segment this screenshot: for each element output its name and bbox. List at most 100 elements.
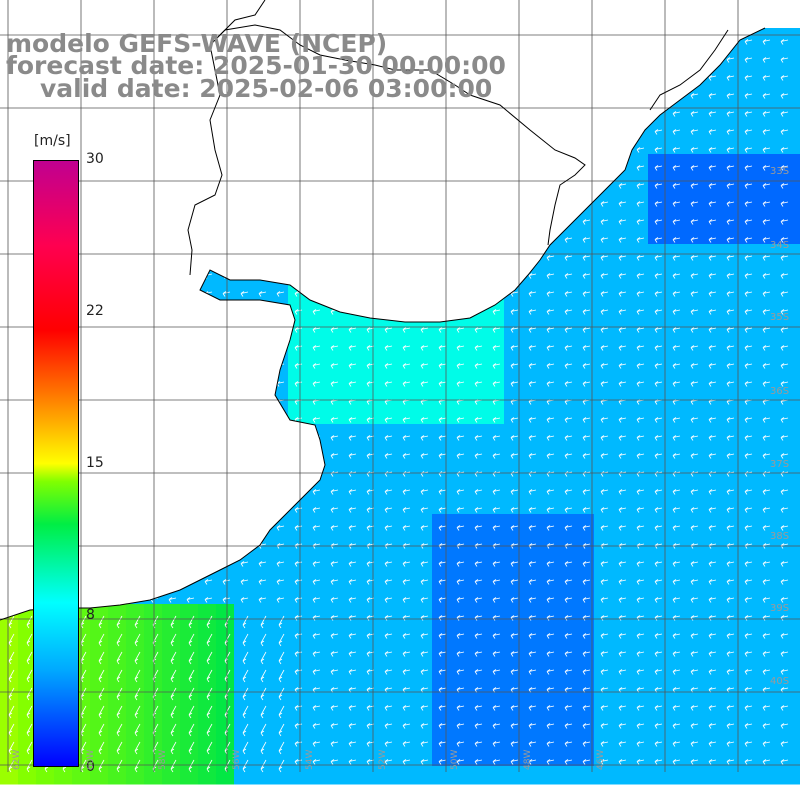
lon-label: 50W <box>450 749 460 770</box>
wind-cell <box>306 622 325 641</box>
wind-cell <box>576 334 595 353</box>
wind-arrow <box>636 489 645 495</box>
wind-arrow <box>402 579 411 585</box>
wind-cell <box>594 640 613 659</box>
wind-cell <box>612 658 631 677</box>
wind-cell <box>198 730 217 749</box>
wind-arrow <box>654 273 663 279</box>
wind-arrow <box>780 579 789 585</box>
wind-arrow <box>600 723 609 729</box>
wind-cell <box>720 406 739 425</box>
wind-arrow <box>402 723 411 729</box>
wind-arrow <box>690 255 699 261</box>
wind-arrow <box>528 489 537 495</box>
wind-cell <box>648 658 667 677</box>
wind-arrow <box>726 93 735 99</box>
wind-cell <box>594 604 613 623</box>
wind-cell <box>756 496 775 515</box>
wind-cell <box>540 334 559 353</box>
wind-cell <box>702 190 721 209</box>
wind-cell <box>792 262 800 281</box>
wind-arrow <box>312 417 321 423</box>
wind-arrow <box>744 597 753 603</box>
wind-arrow <box>654 237 663 243</box>
wind-arrow <box>26 651 33 665</box>
wind-arrow <box>510 723 519 729</box>
wind-cell <box>630 622 649 641</box>
wind-arrow <box>762 381 771 387</box>
wind-cell <box>774 298 793 317</box>
wind-arrow <box>474 669 483 675</box>
wind-arrow <box>510 705 519 711</box>
wind-arrow <box>276 525 285 531</box>
wind-cell <box>594 244 613 263</box>
wind-arrow <box>708 309 717 315</box>
wind-cell <box>738 766 757 785</box>
wind-arrow <box>780 111 789 117</box>
wind-cell <box>378 640 397 659</box>
wind-arrow <box>402 525 411 531</box>
wind-arrow <box>654 435 663 441</box>
wind-arrow <box>546 453 555 459</box>
wind-cell <box>630 496 649 515</box>
wind-arrow <box>278 633 285 647</box>
wind-arrow <box>528 345 537 351</box>
wind-cell <box>324 352 343 371</box>
wind-arrow <box>206 615 213 629</box>
wind-arrow <box>330 741 339 747</box>
wind-arrow <box>492 507 501 513</box>
wind-cell <box>432 334 451 353</box>
wind-cell <box>324 424 343 443</box>
wind-cell <box>306 586 325 605</box>
wind-cell <box>576 460 595 479</box>
wind-cell <box>792 442 800 461</box>
wind-arrow <box>636 147 645 153</box>
wind-cell <box>774 136 793 155</box>
wind-cell <box>396 496 415 515</box>
wind-cell <box>252 586 271 605</box>
wind-arrow <box>618 723 627 729</box>
wind-cell <box>522 334 541 353</box>
wind-arrow <box>564 759 573 765</box>
wind-arrow <box>744 273 753 279</box>
wind-arrow <box>240 561 249 567</box>
wind-arrow <box>582 579 591 585</box>
wind-arrow <box>600 291 609 297</box>
wind-cell <box>558 622 577 641</box>
wind-arrow <box>170 633 177 647</box>
wind-cell <box>216 658 235 677</box>
wind-cell <box>378 406 397 425</box>
wind-cell <box>0 622 19 641</box>
wind-cell <box>378 730 397 749</box>
wind-cell <box>144 766 163 785</box>
wind-arrow <box>744 417 753 423</box>
wind-cell <box>648 640 667 659</box>
wind-cell <box>270 586 289 605</box>
wind-cell <box>612 316 631 335</box>
wind-arrow <box>708 633 717 639</box>
land-mask <box>0 0 800 620</box>
wind-cell <box>432 460 451 479</box>
wind-cell <box>630 730 649 749</box>
wind-arrow <box>600 417 609 423</box>
wind-cell <box>558 460 577 479</box>
wind-arrow <box>780 597 789 603</box>
lon-label: 62W <box>12 749 22 770</box>
wind-arrow <box>564 741 573 747</box>
wind-arrow <box>690 489 699 495</box>
wind-cell <box>36 766 55 785</box>
wind-arrow <box>654 597 663 603</box>
wind-arrow <box>654 723 663 729</box>
wind-cell <box>720 460 739 479</box>
wind-cell <box>540 370 559 389</box>
wind-cell <box>270 730 289 749</box>
wind-cell <box>306 550 325 569</box>
wind-arrow <box>222 597 231 603</box>
wind-arrow <box>744 57 753 63</box>
wind-cell <box>594 424 613 443</box>
wind-arrow <box>546 723 555 729</box>
wind-arrow <box>294 507 303 513</box>
wind-cell <box>216 640 235 659</box>
wind-cell <box>540 730 559 749</box>
wind-cell <box>792 478 800 497</box>
